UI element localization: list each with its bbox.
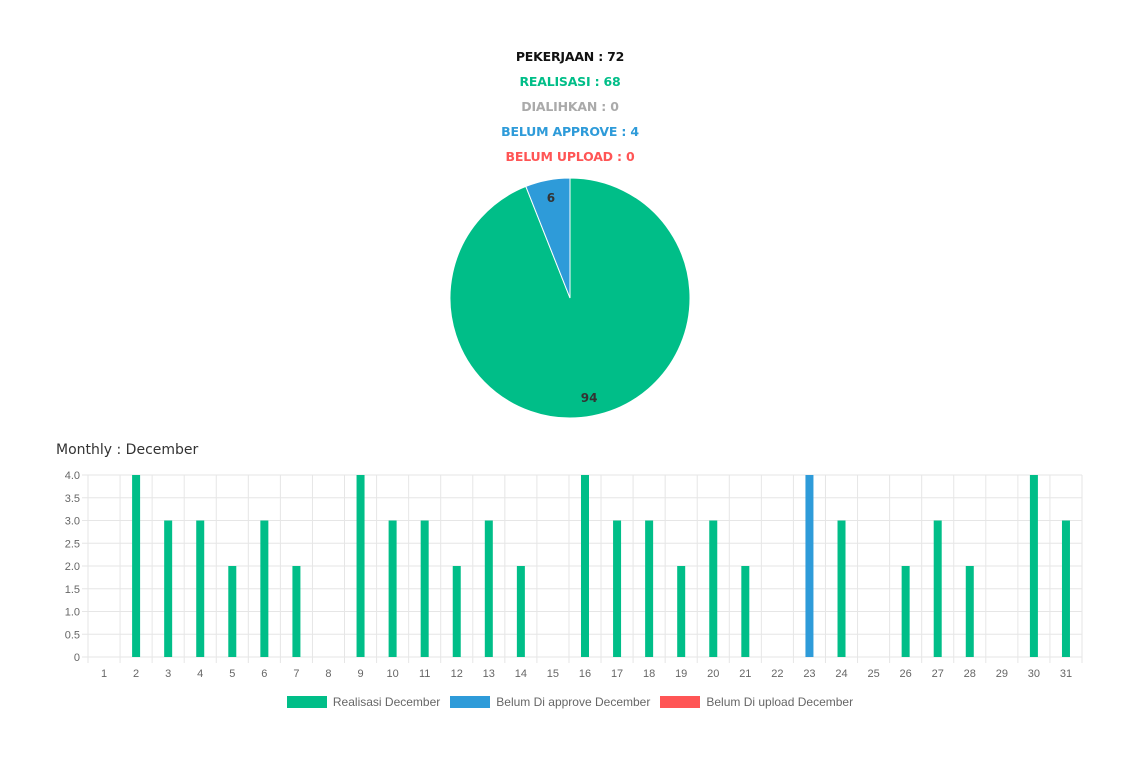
bar[interactable]: [260, 520, 269, 658]
y-tick-label: 3.5: [65, 493, 80, 505]
bar[interactable]: [452, 566, 461, 657]
bar[interactable]: [837, 520, 846, 658]
x-tick-label: 16: [579, 668, 591, 680]
x-tick-label: 3: [165, 668, 171, 680]
bar[interactable]: [1061, 520, 1070, 658]
pie-slice-label: 6: [547, 191, 555, 205]
legend-label-realisasi: Realisasi December: [332, 695, 441, 709]
legend-item-belum-approve[interactable]: Belum Di approve December: [450, 695, 650, 709]
x-tick-label: 23: [803, 668, 815, 680]
bar[interactable]: [196, 520, 205, 658]
bar[interactable]: [709, 520, 718, 658]
x-tick-label: 19: [675, 668, 687, 680]
bar[interactable]: [132, 475, 141, 657]
pie-slice-label: 94: [581, 391, 598, 405]
monthly-chart-title: Monthly : December: [56, 442, 199, 458]
pie-slice[interactable]: [525, 177, 571, 299]
legend-swatch-realisasi: [286, 696, 327, 708]
belum-approve-stat: BELUM APPROVE : 4: [501, 124, 639, 139]
stats-panel: PEKERJAAN : 72 REALISASI : 68 DIALIHKAN …: [0, 44, 1140, 169]
bar[interactable]: [677, 566, 686, 657]
pekerjaan-stat: PEKERJAAN : 72: [515, 49, 625, 64]
x-tick-label: 11: [419, 668, 430, 680]
x-tick-label: 8: [325, 668, 331, 680]
y-tick-label: 0.5: [65, 629, 80, 641]
x-tick-label: 31: [1060, 668, 1072, 680]
x-tick-label: 4: [197, 668, 203, 680]
bar[interactable]: [965, 566, 974, 657]
x-tick-label: 15: [547, 668, 559, 680]
x-tick-label: 12: [451, 668, 463, 680]
x-tick-label: 25: [867, 668, 879, 680]
bar[interactable]: [388, 520, 397, 658]
bar-chart: 00.51.01.52.02.53.03.54.01 2 3 4 5 6 7 8 9 10 11 12…: [65, 470, 1083, 680]
bar[interactable]: [516, 566, 525, 657]
bar[interactable]: [901, 566, 910, 657]
bar[interactable]: [356, 475, 365, 657]
bar[interactable]: [164, 520, 173, 658]
x-tick-label: 30: [1028, 668, 1040, 680]
y-tick-label: 1.5: [65, 584, 80, 596]
x-tick-label: 5: [229, 668, 235, 680]
y-tick-label: 4.0: [65, 470, 80, 482]
legend-swatch-belum-approve: [450, 696, 491, 708]
x-tick-label: 2: [133, 668, 139, 680]
x-tick-label: 24: [835, 668, 847, 680]
x-tick-label: 1: [101, 668, 107, 680]
bar[interactable]: [741, 566, 750, 657]
bar[interactable]: [420, 520, 429, 658]
dialihkan-stat: DIALIHKAN : 0: [521, 99, 619, 114]
x-tick-label: 28: [964, 668, 976, 680]
bar[interactable]: [613, 520, 622, 658]
x-tick-label: 18: [643, 668, 655, 680]
belum-upload-stat: BELUM UPLOAD : 0: [505, 149, 635, 164]
bar[interactable]: [292, 566, 301, 657]
bar[interactable]: [805, 475, 814, 657]
bar[interactable]: [581, 475, 589, 657]
legend-label-belum-approve: Belum Di approve December: [496, 695, 651, 709]
legend-swatch-belum-upload: [660, 696, 701, 708]
x-tick-label: 17: [611, 668, 623, 680]
x-tick-label: 9: [357, 668, 363, 680]
y-tick-label: 0: [74, 652, 80, 664]
y-tick-label: 2.5: [65, 538, 80, 550]
y-tick-label: 1.0: [65, 607, 80, 619]
legend-label-belum-upload: Belum Di upload December: [706, 695, 854, 709]
x-tick-label: 20: [707, 668, 719, 680]
x-tick-label: 10: [386, 668, 398, 680]
x-tick-label: 29: [996, 668, 1008, 680]
x-tick-label: 14: [515, 668, 527, 680]
pie-slice[interactable]: [449, 177, 691, 419]
legend-item-realisasi[interactable]: Realisasi December: [286, 695, 441, 709]
y-tick-label: 2.0: [65, 561, 80, 573]
x-tick-label: 7: [293, 668, 299, 680]
chart-legend: Realisasi December Belum Di approve Dece…: [0, 695, 1140, 709]
bar[interactable]: [645, 520, 654, 658]
bar[interactable]: [484, 520, 493, 658]
x-tick-label: 6: [261, 668, 267, 680]
bar[interactable]: [933, 520, 942, 658]
legend-item-belum-upload[interactable]: Belum Di upload December: [660, 695, 853, 709]
y-tick-label: 3.0: [65, 516, 80, 528]
x-tick-label: 22: [771, 668, 783, 680]
x-tick-label: 26: [900, 668, 912, 680]
x-tick-label: 21: [739, 668, 751, 680]
realisasi-stat: REALISASI : 68: [519, 74, 621, 89]
x-tick-label: 13: [483, 668, 495, 680]
pie-chart: 94 6: [449, 177, 691, 419]
x-tick-label: 27: [932, 668, 944, 680]
bar[interactable]: [228, 566, 237, 657]
bar[interactable]: [1029, 475, 1038, 657]
